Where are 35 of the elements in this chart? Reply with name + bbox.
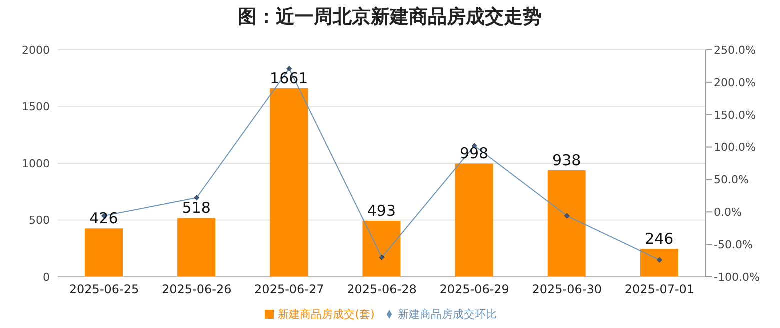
data-label: 246 [645,230,674,248]
x-tick-label: 2025-06-26 [162,282,232,297]
bar [270,88,308,277]
y2-tick-label: 100.0% [714,141,756,154]
x-tick-label: 2025-06-30 [532,282,602,297]
y2-tick-label: 250.0% [714,44,756,57]
y2-tick-label: 200.0% [714,76,756,90]
data-label: 493 [367,202,396,220]
bar [548,170,586,277]
y-tick-label: 1500 [22,100,50,114]
legend-label: 新建商品房成交环比 [398,308,497,321]
bar [362,221,401,277]
data-label: 938 [552,152,582,170]
x-tick-label: 2025-06-28 [347,282,417,297]
y2-tick-label: -50.0% [714,238,753,252]
x-tick-label: 2025-07-01 [624,282,695,297]
y2-tick-label: 0.0% [714,206,742,220]
x-tick-label: 2025-06-25 [69,282,140,297]
bar [640,249,678,277]
y2-tick-label: 50.0% [714,174,749,187]
y-tick-label: 500 [29,214,50,228]
y2-tick-label: 150.0% [714,108,756,122]
legend-label: 新建商品房成交(套) [278,308,375,321]
bar [455,164,494,277]
chart-title: 图：近一周北京新建商品房成交走势 [237,5,543,30]
data-label: 426 [90,210,118,228]
y2-tick-label: -100.0% [714,270,760,284]
x-tick-label: 2025-06-29 [440,282,510,297]
bar [178,218,216,277]
y-tick-label: 1000 [22,157,50,170]
data-label: 518 [182,199,211,218]
bar [85,228,123,277]
y-tick-label: 0 [43,270,50,284]
y-tick-label: 2000 [22,44,50,57]
x-tick-label: 2025-06-27 [254,282,324,297]
